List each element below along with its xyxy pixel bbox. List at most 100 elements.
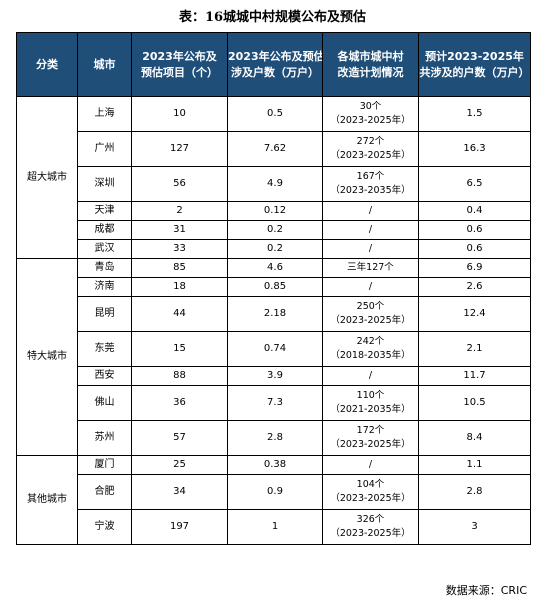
table-row: 特大城市 青岛 85 4.6 三年127个 6.9 [16,258,531,456]
projects-cell: 15 [131,331,228,367]
plan-cell: / [322,201,419,221]
city-cell: 武汉 [77,239,132,259]
projects-cell: 36 [131,385,228,421]
table-row: 广州 127 7.62 272个 （2023-2025年） 16.3 [17,131,531,167]
households-cell: 2.8 [227,420,323,456]
plan-cell: 三年127个 [322,258,419,278]
forecast-cell: 12.4 [418,296,531,332]
plan-cell: 326个 （2023-2025年） [322,509,419,545]
forecast-cell: 10.5 [418,385,531,421]
forecast-cell: 2.8 [418,474,531,510]
forecast-cell: 6.9 [418,258,531,278]
header-plan: 各城市城中村 改造计划情况 [322,32,419,97]
table-row: 合肥 34 0.9 104个 （2023-2025年） 2.8 [17,474,531,510]
header-row: 分类 城市 2023年公布及 预估项目（个） 2023年公布及预估 涉及户数（万户）… [16,32,531,97]
households-cell: 0.38 [227,455,323,475]
households-cell: 0.85 [227,277,323,297]
forecast-cell: 6.5 [418,166,531,202]
households-cell: 2.18 [227,296,323,332]
forecast-cell: 0.4 [418,201,531,221]
projects-cell: 44 [131,296,228,332]
city-cell: 上海 [77,96,132,132]
forecast-cell: 0.6 [418,239,531,259]
city-cell: 广州 [77,131,132,167]
households-cell: 3.9 [227,366,323,386]
households-cell: 0.74 [227,331,323,367]
category-cell: 其他城市 [16,455,78,545]
table-row: 佛山 36 7.3 110个 （2021-2035年） 10.5 [17,385,531,421]
projects-cell: 56 [131,166,228,202]
projects-cell: 31 [131,220,228,240]
forecast-cell: 1.5 [418,96,531,132]
households-cell: 0.2 [227,239,323,259]
table-row: 深圳 56 4.9 167个 （2023-2035年） 6.5 [17,166,531,202]
forecast-cell: 11.7 [418,366,531,386]
plan-cell: 110个 （2021-2035年） [322,385,419,421]
city-cell: 厦门 [77,455,132,475]
header-city: 城市 [77,32,132,97]
households-cell: 7.62 [227,131,323,167]
plan-cell: 30个 （2023-2025年） [322,96,419,132]
plan-cell: 104个 （2023-2025年） [322,474,419,510]
table-row: 昆明 44 2.18 250个 （2023-2025年） 12.4 [17,296,531,332]
city-cell: 深圳 [77,166,132,202]
plan-cell: 272个 （2023-2025年） [322,131,419,167]
projects-cell: 33 [131,239,228,259]
plan-cell: / [322,220,419,240]
households-cell: 0.12 [227,201,323,221]
projects-cell: 18 [131,277,228,297]
table-row: 武汉 33 0.2/0.6 [17,239,531,259]
projects-cell: 88 [131,366,228,386]
plan-cell: 242个 （2018-2035年） [322,331,419,367]
households-cell: 0.2 [227,220,323,240]
projects-cell: 2 [131,201,228,221]
households-cell: 4.9 [227,166,323,202]
table-row: 超大城市 上海 10 0.5 30个 （2023-2025年） 1.5 [16,96,531,259]
city-cell: 天津 [77,201,132,221]
forecast-cell: 3 [418,509,531,545]
table-row: 天津 2 0.12/0.4 [17,201,531,221]
table-body: 超大城市 上海 10 0.5 30个 （2023-2025年） 1.5 广州 127 7.62 27… [16,96,531,545]
forecast-cell: 0.6 [418,220,531,240]
households-cell: 7.3 [227,385,323,421]
header-forecast: 预计2023-2025年 共涉及的户数（万户） [418,32,531,97]
plan-cell: 167个 （2023-2035年） [322,166,419,202]
households-cell: 0.9 [227,474,323,510]
city-village-table: 分类 城市 2023年公布及 预估项目（个） 2023年公布及预估 涉及户数（万户）… [16,32,531,545]
city-cell: 合肥 [77,474,132,510]
plan-cell: / [322,239,419,259]
households-cell: 4.6 [227,258,323,278]
table-row: 成都 31 0.2/0.6 [17,220,531,240]
city-cell: 成都 [77,220,132,240]
forecast-cell: 2.1 [418,331,531,367]
city-cell: 宁波 [77,509,132,545]
households-cell: 0.5 [227,96,323,132]
table-title: 表：16城城中村规模公布及预估 [178,10,367,25]
category-cell: 超大城市 [16,96,78,259]
households-cell: 1 [227,509,323,545]
plan-cell: / [322,366,419,386]
table-row: 宁波 197 1 326个 （2023-2025年） 3 [17,509,531,545]
city-cell: 济南 [77,277,132,297]
plan-cell: 172个 （2023-2025年） [322,420,419,456]
projects-cell: 34 [131,474,228,510]
city-cell: 昆明 [77,296,132,332]
city-cell: 西安 [77,366,132,386]
projects-cell: 85 [131,258,228,278]
header-projects: 2023年公布及 预估项目（个） [131,32,228,97]
plan-cell: 250个 （2023-2025年） [322,296,419,332]
projects-cell: 10 [131,96,228,132]
city-cell: 苏州 [77,420,132,456]
forecast-cell: 8.4 [418,420,531,456]
table-row: 东莞 15 0.74 242个 （2018-2035年） 2.1 [17,331,531,367]
projects-cell: 57 [131,420,228,456]
forecast-cell: 16.3 [418,131,531,167]
table-row: 济南 18 0.85/2.6 [17,277,531,297]
header-category: 分类 [16,32,78,97]
data-source: 数据来源：CRIC [445,584,527,597]
plan-cell: / [322,277,419,297]
table-row: 苏州 57 2.8 172个 （2023-2025年） 8.4 [17,420,531,456]
projects-cell: 197 [131,509,228,545]
table-row: 其他城市 厦门 25 0.38/1.1 [16,455,531,545]
category-cell: 特大城市 [16,258,78,456]
